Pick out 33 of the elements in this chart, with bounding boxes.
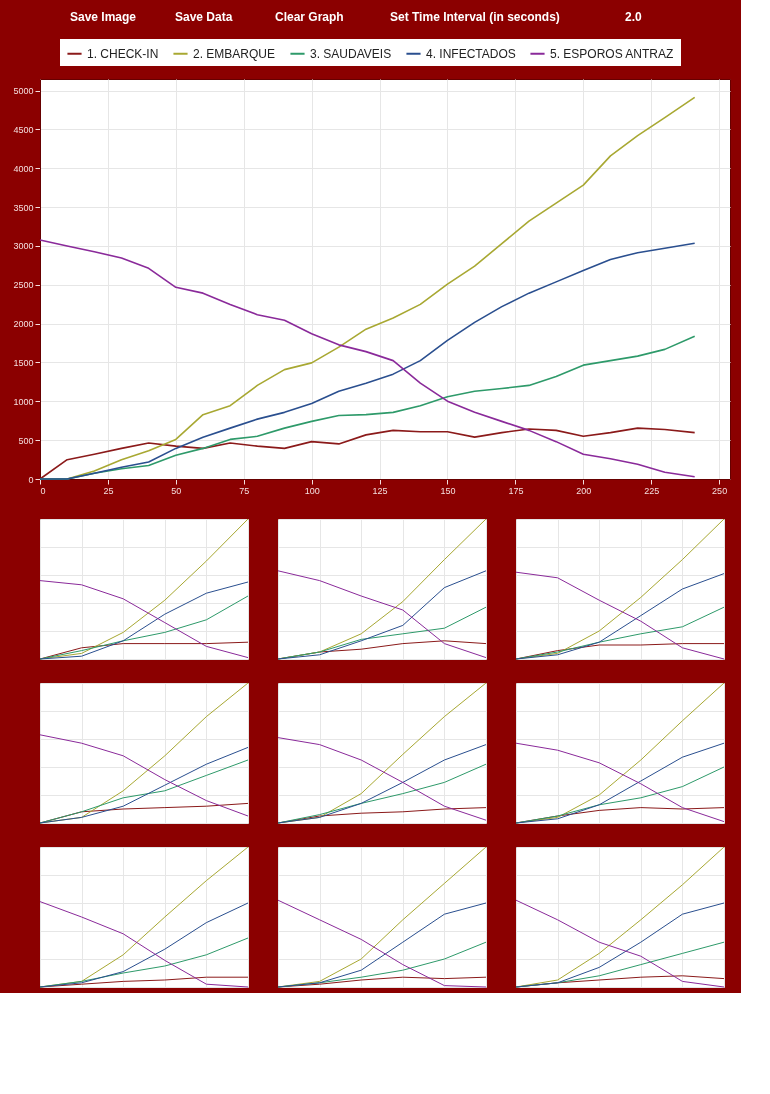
legend-label: 4. INFECTADOS <box>426 46 516 61</box>
x-tick-label: 200 <box>576 485 592 496</box>
y-tick-label: 3500 <box>13 202 34 213</box>
x-tick-label: 50 <box>171 485 182 496</box>
x-tick-label: 100 <box>304 485 320 496</box>
x-tick-label: 175 <box>508 485 524 496</box>
x-tick-label: 75 <box>239 485 250 496</box>
legend-label: 2. EMBARQUE <box>193 46 276 61</box>
y-tick-label: 1000 <box>13 396 34 407</box>
x-tick-label: 125 <box>372 485 388 496</box>
y-tick-label: 500 <box>18 435 34 446</box>
y-tick-label: 0 <box>28 474 34 485</box>
x-tick-label: 25 <box>103 485 114 496</box>
text: Save Data <box>175 10 233 24</box>
y-tick-label: 1500 <box>13 358 34 368</box>
x-tick-label: 250 <box>712 485 728 496</box>
text: Save Image <box>70 10 137 24</box>
y-tick-label: 2500 <box>13 280 34 291</box>
text: 2.0 <box>625 10 643 24</box>
legend-label: 1. CHECK-IN <box>87 46 159 61</box>
y-tick-label: 3000 <box>13 241 34 252</box>
x-tick-label: 150 <box>440 485 456 496</box>
x-tick-label: 0 <box>40 485 46 496</box>
x-tick-label: 225 <box>644 485 660 496</box>
y-tick-label: 4000 <box>13 163 34 174</box>
y-tick-label: 2000 <box>13 319 34 330</box>
text: Set Time Interval (in seconds) <box>390 10 560 24</box>
text: Clear Graph <box>275 10 344 24</box>
legend-label: 5. ESPOROS ANTRAZ <box>550 46 674 61</box>
legend-label: 3. SAUDAVEIS <box>310 46 392 61</box>
y-tick-label: 5000 <box>13 86 34 97</box>
line-series <box>39 427 696 480</box>
y-tick-label: 4500 <box>13 124 34 135</box>
